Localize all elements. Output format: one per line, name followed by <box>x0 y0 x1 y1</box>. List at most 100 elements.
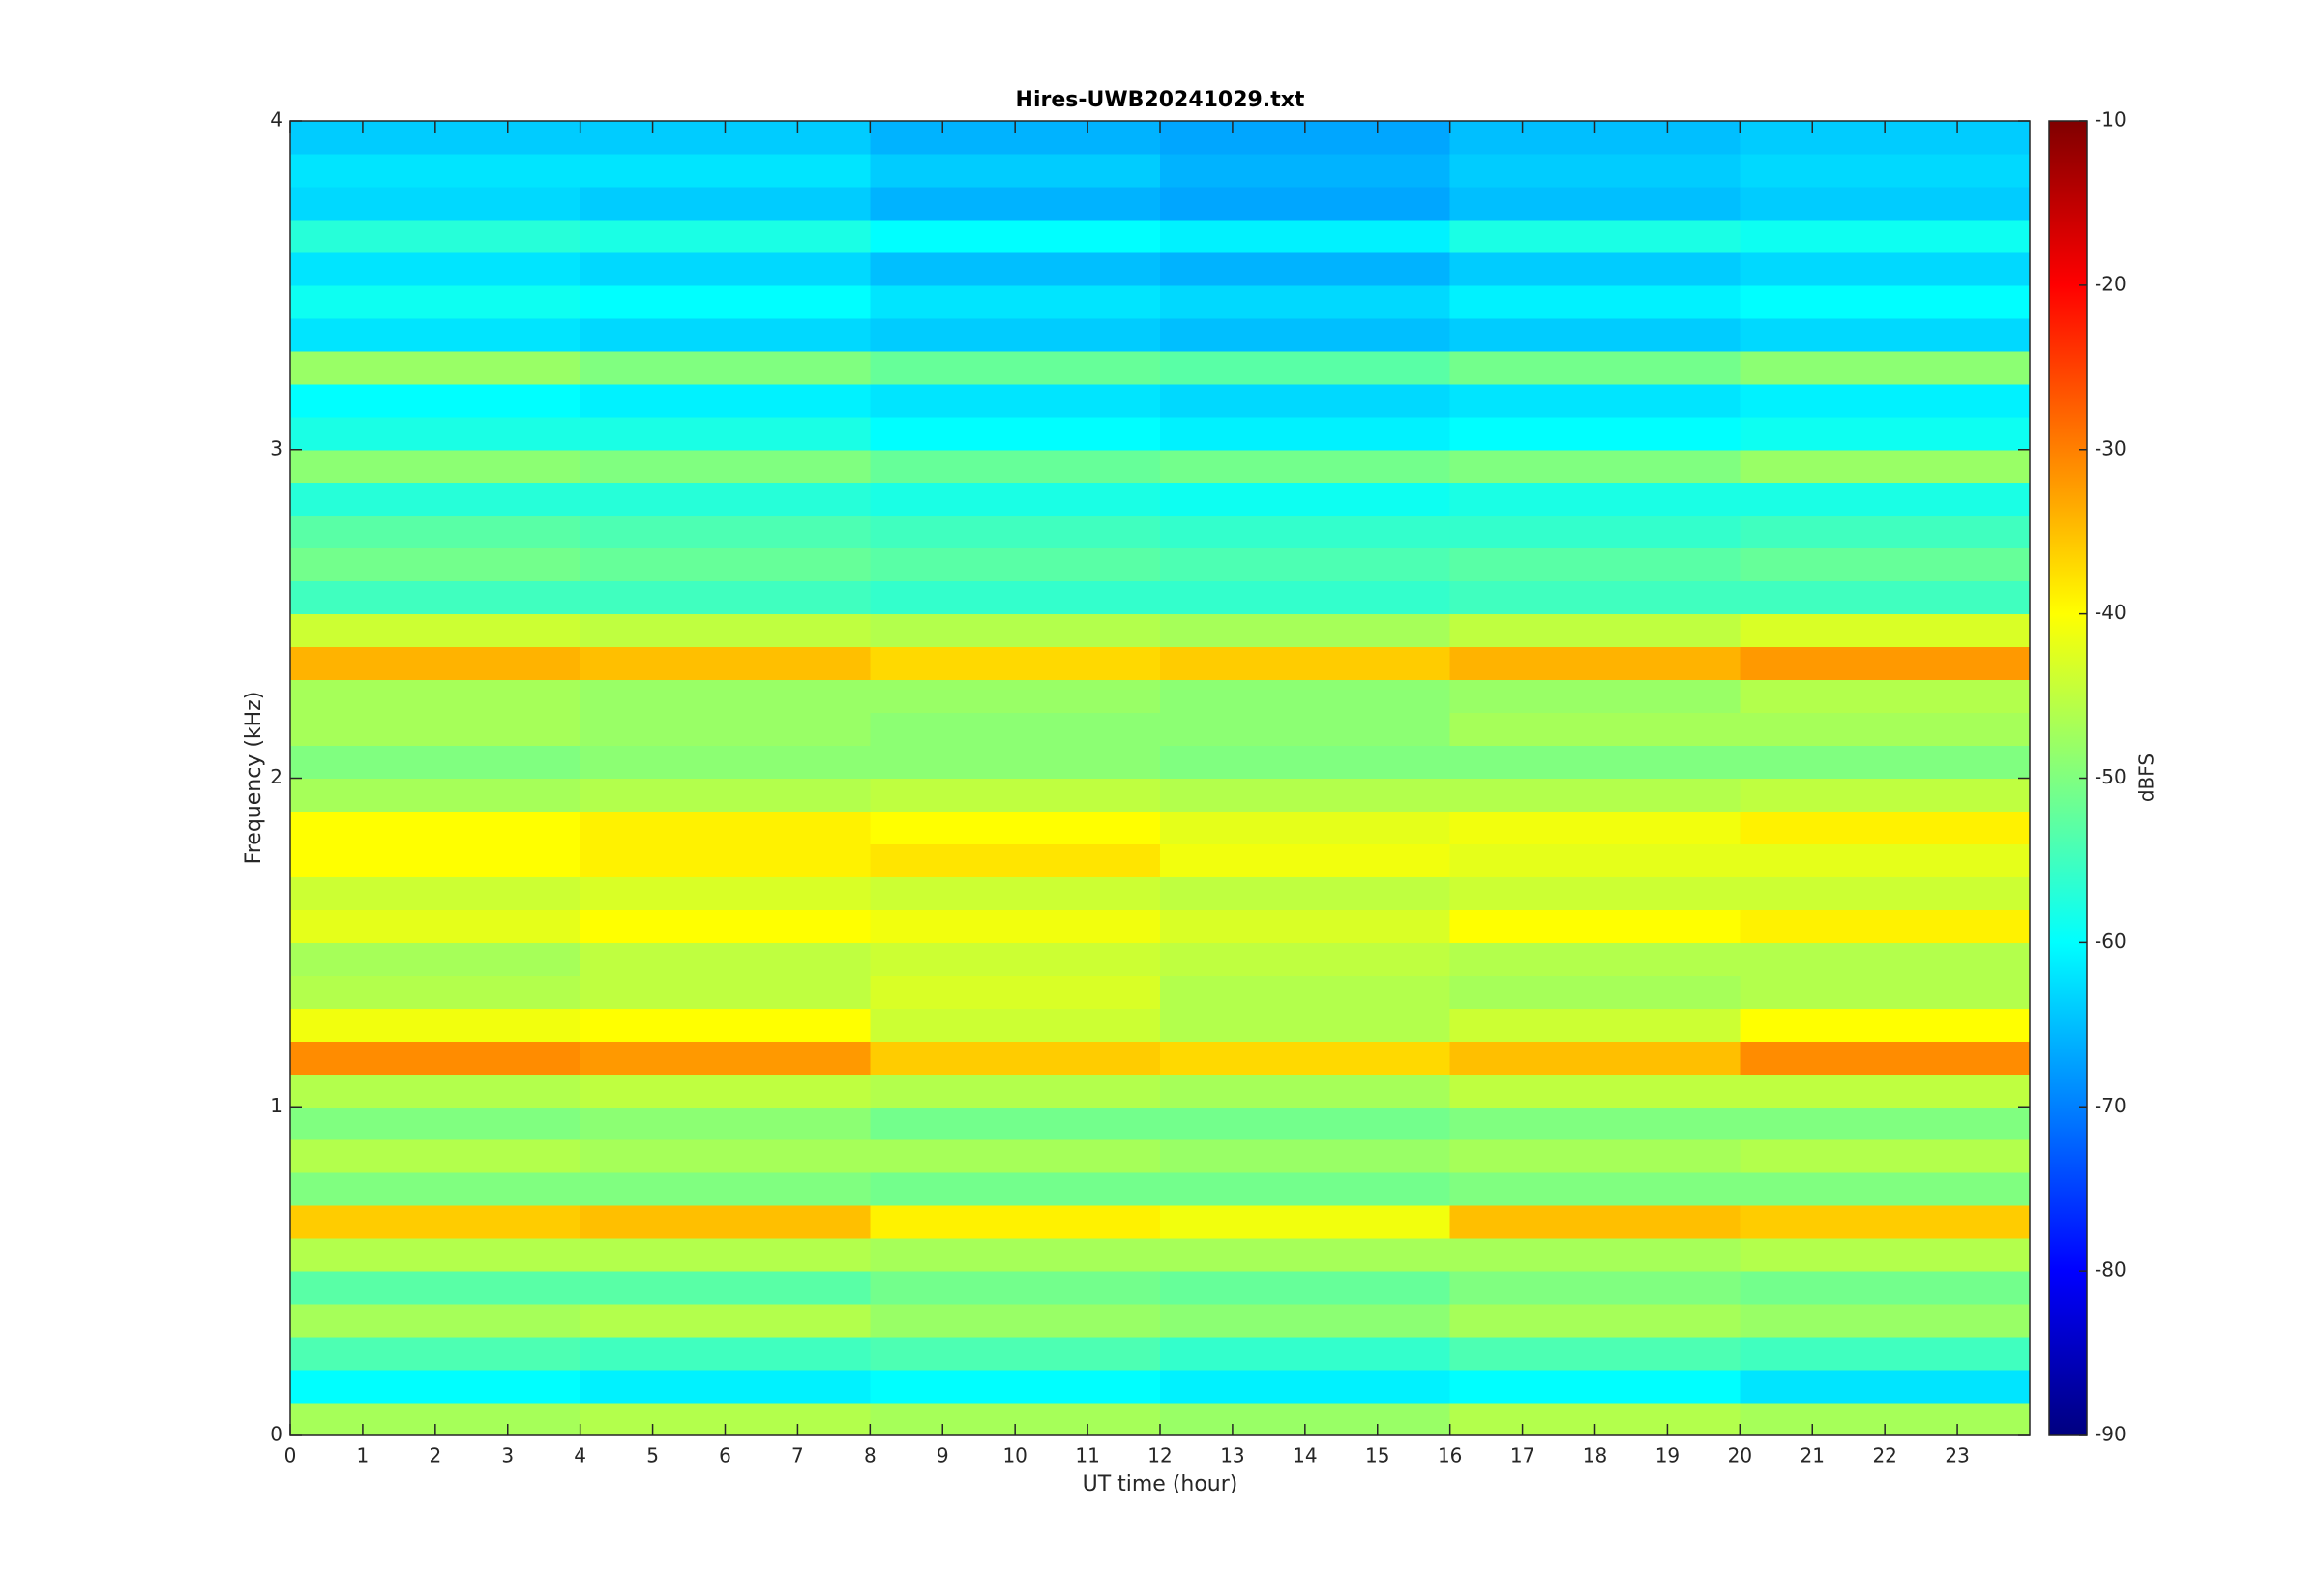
heatmap-cell <box>1160 679 1451 714</box>
x-tick-label: 8 <box>864 1444 877 1467</box>
heatmap-cell <box>1160 317 1451 352</box>
heatmap-cell <box>870 1370 1161 1404</box>
heatmap-cell <box>870 745 1161 779</box>
heatmap-cell <box>1740 350 2031 385</box>
heatmap-cell <box>1449 1172 1741 1206</box>
heatmap-cell <box>1160 284 1451 319</box>
heatmap-cell <box>290 1337 581 1371</box>
heatmap-cell <box>580 679 871 714</box>
heatmap-cell <box>1740 416 2031 451</box>
colorbar-label: dBFS <box>2135 754 2158 802</box>
heatmap-cell <box>1160 843 1451 877</box>
heatmap-cell <box>290 1074 581 1108</box>
heatmap-cell <box>1160 1304 1451 1338</box>
heatmap-cell <box>1160 1370 1451 1404</box>
heatmap-cell <box>870 1271 1161 1305</box>
y-axis-label: Frequency (kHz) <box>242 692 266 865</box>
heatmap-cell <box>1740 1074 2031 1108</box>
heatmap-cell <box>290 975 581 1009</box>
heatmap-cell <box>290 745 581 779</box>
heatmap-cell <box>1160 1337 1451 1371</box>
heatmap-cell <box>290 547 581 582</box>
heatmap-cell <box>870 613 1161 648</box>
heatmap-cell <box>870 416 1161 451</box>
heatmap-cell <box>1160 1139 1451 1173</box>
heatmap-cell <box>1740 1370 2031 1404</box>
heatmap-cell <box>1160 383 1451 418</box>
heatmap-cell <box>870 1041 1161 1075</box>
heatmap-cell <box>1160 1271 1451 1305</box>
heatmap-cell <box>580 317 871 352</box>
heatmap-cell <box>1740 646 2031 681</box>
heatmap-cell <box>870 449 1161 484</box>
heatmap-cell <box>1449 843 1741 877</box>
heatmap-cell <box>1740 975 2031 1009</box>
heatmap-cell <box>1740 1205 2031 1239</box>
heatmap-cell <box>290 515 581 549</box>
heatmap-cell <box>870 1238 1161 1272</box>
heatmap-cell <box>1740 1008 2031 1042</box>
heatmap-cell <box>580 1304 871 1338</box>
x-tick-label: 9 <box>937 1444 949 1467</box>
heatmap-cell <box>580 778 871 812</box>
heatmap-cell <box>870 712 1161 747</box>
heatmap-cell <box>290 416 581 451</box>
y-tick-label: 0 <box>270 1423 283 1446</box>
heatmap-cell <box>290 219 581 253</box>
heatmap-cell <box>290 580 581 615</box>
heatmap-cell <box>290 679 581 714</box>
heatmap-cell <box>290 482 581 517</box>
heatmap-cell <box>1160 153 1451 188</box>
heatmap-cell <box>1449 416 1741 451</box>
heatmap-cell <box>1740 580 2031 615</box>
heatmap-cell <box>580 482 871 517</box>
heatmap-cell <box>870 1304 1161 1338</box>
heatmap-cell <box>1160 1041 1451 1075</box>
heatmap-cell <box>870 219 1161 253</box>
heatmap-cell <box>1449 317 1741 352</box>
heatmap-cell <box>1740 1238 2031 1272</box>
heatmap-cell <box>580 1074 871 1108</box>
heatmap-cell <box>1740 1271 2031 1305</box>
heatmap-cell <box>1740 1107 2031 1140</box>
heatmap-cell <box>1740 811 2031 844</box>
heatmap-cell <box>290 646 581 681</box>
x-tick-label: 14 <box>1293 1444 1317 1467</box>
heatmap-cell <box>1449 811 1741 844</box>
heatmap-cell <box>870 811 1161 844</box>
heatmap-cell <box>580 580 871 615</box>
heatmap-cell <box>870 515 1161 549</box>
heatmap-cell <box>870 580 1161 615</box>
heatmap-cell <box>290 449 581 484</box>
heatmap-cell <box>290 778 581 812</box>
heatmap-cell <box>1160 975 1451 1009</box>
x-tick-label: 12 <box>1147 1444 1172 1467</box>
heatmap-cell <box>580 1271 871 1305</box>
heatmap-cell <box>1160 219 1451 253</box>
heatmap-cell <box>1449 1337 1741 1371</box>
heatmap-cell <box>580 350 871 385</box>
colorbar-tick-label: -50 <box>2095 765 2127 788</box>
heatmap-cell <box>1740 712 2031 747</box>
heatmap-cell <box>1160 580 1451 615</box>
heatmap-cell <box>580 153 871 188</box>
heatmap-cell <box>870 1107 1161 1140</box>
heatmap-cell <box>1160 646 1451 681</box>
heatmap-cell <box>1740 317 2031 352</box>
heatmap-cell <box>1160 1172 1451 1206</box>
x-axis-label: UT time (hour) <box>1083 1472 1238 1496</box>
colorbar-tick-label: -60 <box>2095 930 2127 953</box>
heatmap-cell <box>870 1337 1161 1371</box>
x-tick-label: 2 <box>429 1444 441 1467</box>
heatmap-cell <box>870 317 1161 352</box>
heatmap-cell <box>1449 975 1741 1009</box>
heatmap-cell <box>1160 1074 1451 1108</box>
heatmap-cell <box>870 284 1161 319</box>
heatmap-cell <box>1740 449 2031 484</box>
heatmap-cell <box>580 547 871 582</box>
heatmap-cell <box>1160 613 1451 648</box>
heatmap-cell <box>580 876 871 910</box>
heatmap-cell <box>1740 153 2031 188</box>
x-tick-label: 17 <box>1510 1444 1534 1467</box>
